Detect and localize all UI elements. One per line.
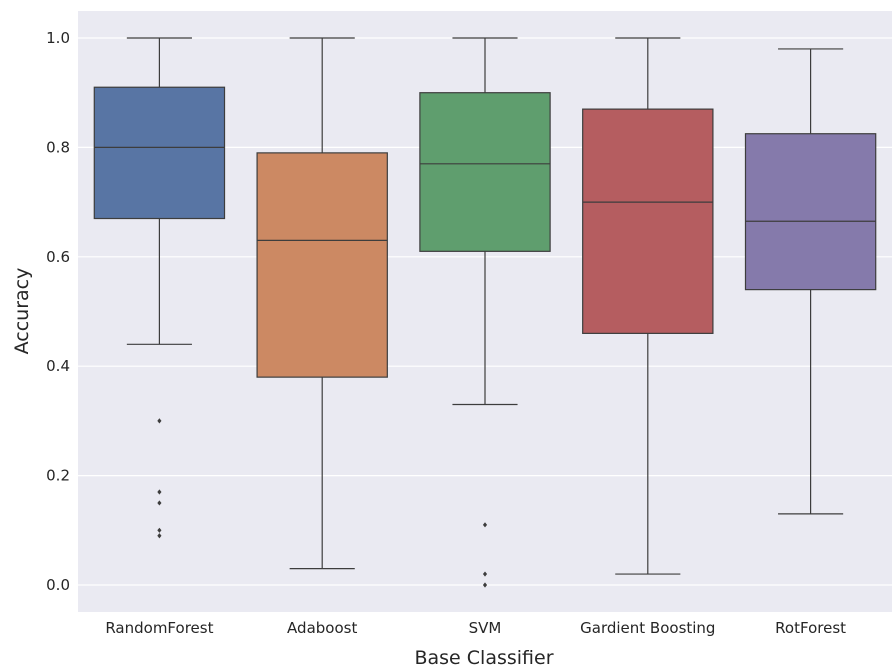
x-tick-label: SVM: [469, 619, 502, 637]
y-tick-label: 0.0: [46, 576, 70, 594]
box-adaboost: [256, 37, 388, 570]
outlier-point: [482, 582, 488, 588]
y-tick-label: 0.4: [46, 357, 70, 375]
outlier-point: [157, 500, 162, 506]
box-body: [744, 133, 877, 291]
outlier-point: [157, 533, 162, 539]
y-axis: 0.0 0.2 0.4 0.6 0.8 1.0: [46, 29, 70, 594]
y-tick-label: 0.6: [46, 248, 70, 266]
boxes: [93, 37, 877, 588]
box-body: [419, 92, 551, 252]
x-axis-label: Base Classifier: [414, 647, 553, 669]
x-tick-label: Gardient Boosting: [580, 619, 715, 637]
x-axis: RandomForest Adaboost SVM Gardient Boosting…: [105, 619, 846, 637]
box-svm: [419, 37, 551, 588]
y-tick-label: 0.2: [46, 467, 70, 485]
y-tick-label: 1.0: [46, 29, 70, 47]
outlier-point: [157, 489, 162, 495]
outlier-point: [157, 418, 162, 424]
y-tick-label: 0.8: [46, 138, 70, 156]
outlier-point: [157, 527, 162, 533]
outlier-point: [482, 522, 488, 528]
box-randomforest: [93, 37, 226, 539]
box-body: [256, 152, 388, 378]
box-body: [582, 108, 714, 334]
x-tick-label: RandomForest: [105, 619, 213, 637]
outlier-point: [482, 571, 488, 577]
box-body: [93, 86, 226, 220]
x-tick-label: RotForest: [775, 619, 846, 637]
y-axis-label: Accuracy: [11, 268, 33, 355]
box-gardient-boosting: [582, 37, 714, 575]
x-tick-label: Adaboost: [287, 619, 357, 637]
box-rotforest: [744, 48, 877, 515]
